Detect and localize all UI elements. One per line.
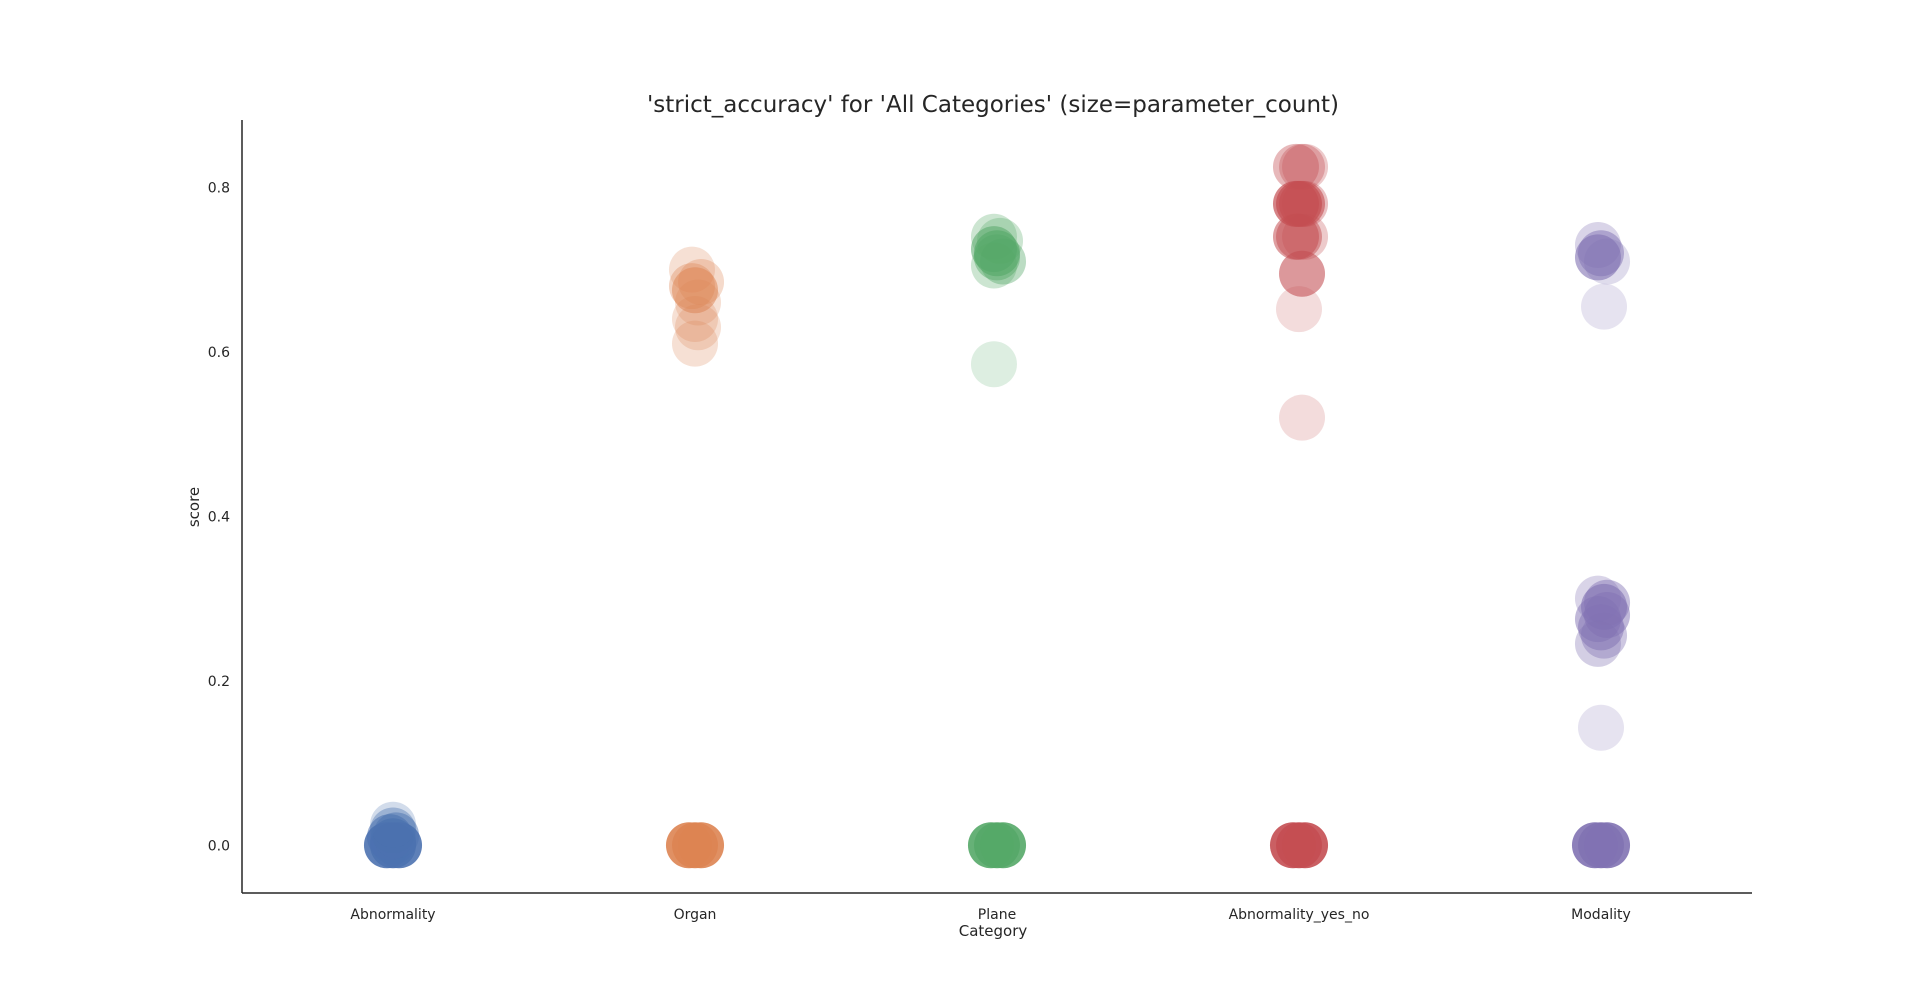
x-tick-label: Plane xyxy=(978,907,1016,923)
data-point xyxy=(970,341,1017,388)
data-point xyxy=(980,238,1027,285)
data-point xyxy=(1279,143,1326,190)
data-point xyxy=(1578,704,1624,751)
points-layer xyxy=(363,143,1631,869)
data-point xyxy=(370,801,416,848)
data-point xyxy=(1276,213,1322,260)
data-point xyxy=(675,304,722,351)
y-tick-label: 0.8 xyxy=(208,180,230,196)
data-point xyxy=(1584,238,1631,285)
data-point xyxy=(672,320,718,367)
data-point xyxy=(675,279,722,326)
data-point xyxy=(980,822,1027,869)
x-tick-label: Organ xyxy=(674,907,717,923)
y-tick-label: 0.2 xyxy=(208,674,230,690)
data-point xyxy=(1272,143,1319,190)
y-axis-label: score xyxy=(185,487,203,527)
x-axis-label: Category xyxy=(959,922,1028,940)
data-point xyxy=(1282,143,1329,190)
x-tick-label: Modality xyxy=(1571,907,1631,923)
data-point xyxy=(1276,286,1322,333)
data-point xyxy=(373,812,420,859)
data-point xyxy=(974,230,1020,277)
data-point xyxy=(1279,250,1326,297)
data-point xyxy=(1279,394,1326,441)
data-point xyxy=(974,234,1020,281)
x-tick-label: Abnormality_yes_no xyxy=(1229,907,1370,923)
y-tick-label: 0.6 xyxy=(208,345,230,361)
data-point xyxy=(970,242,1017,289)
data-point xyxy=(1574,620,1621,667)
data-point xyxy=(672,296,718,343)
data-point xyxy=(1581,283,1628,330)
data-point xyxy=(1581,612,1628,659)
data-point xyxy=(1574,234,1621,281)
x-tick-label: Abnormality xyxy=(350,907,435,923)
y-tick-label: 0.4 xyxy=(208,509,230,525)
data-point xyxy=(672,267,718,314)
chart-title: 'strict_accuracy' for 'All Categories' (… xyxy=(647,92,1339,118)
x-ticks: Abnormality Organ Plane Abnormality_yes_no M… xyxy=(350,907,1630,923)
data-point xyxy=(678,822,725,869)
y-ticks: 0.0 0.2 0.4 0.6 0.8 xyxy=(208,180,230,854)
data-point xyxy=(1279,250,1326,297)
y-tick-label: 0.0 xyxy=(208,838,230,854)
data-point xyxy=(1578,604,1624,651)
data-point xyxy=(1282,822,1329,869)
data-point xyxy=(1584,822,1631,869)
data-point xyxy=(370,807,416,854)
